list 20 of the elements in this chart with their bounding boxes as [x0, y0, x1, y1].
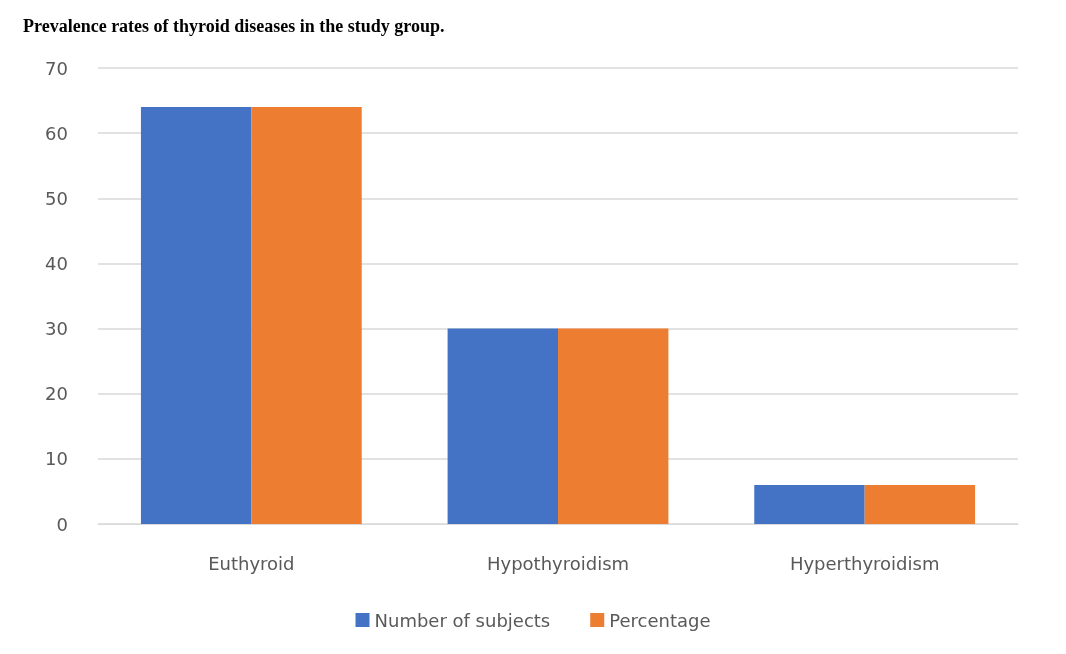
chart-title: Prevalence rates of thyroid diseases in the study group. — [23, 16, 445, 36]
x-tick-label: Hyperthyroidism — [789, 552, 940, 574]
bar — [864, 484, 976, 524]
legend-label: Number of subjects — [374, 609, 551, 631]
bar — [558, 328, 669, 524]
legend-label: Percentage — [609, 609, 711, 631]
y-tick-label: 50 — [45, 187, 68, 209]
x-tick-label: Euthyroid — [208, 552, 295, 574]
bar — [140, 107, 252, 524]
y-tick-label: 20 — [45, 383, 68, 405]
bar — [754, 484, 865, 524]
y-tick-label: 60 — [45, 122, 68, 144]
y-tick-label: 70 — [45, 57, 68, 79]
y-tick-label: 30 — [45, 318, 68, 340]
y-tick-label: 10 — [45, 448, 68, 470]
bar — [251, 107, 362, 524]
x-tick-label: Hypothyroidism — [486, 552, 630, 574]
y-tick-label: 40 — [45, 252, 68, 274]
y-tick-label: 0 — [56, 513, 68, 535]
bar — [447, 328, 558, 524]
